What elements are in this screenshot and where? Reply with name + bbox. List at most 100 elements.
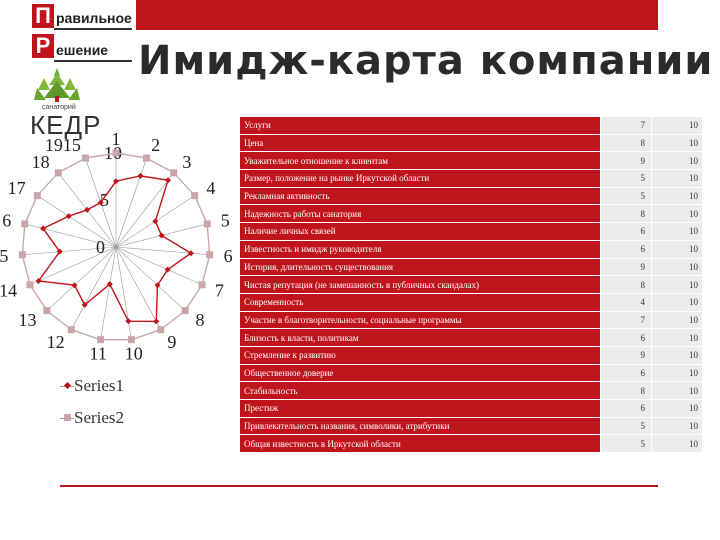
company-score: 8 — [600, 134, 652, 153]
bottom-divider — [60, 485, 658, 487]
radar-spoke — [24, 223, 117, 248]
criterion-name: Известность и имидж руководителя — [240, 240, 601, 259]
radar-spoke — [70, 246, 117, 330]
diamond-marker-icon — [64, 382, 71, 389]
kedr-logo: санаторий КЕДР — [28, 66, 100, 148]
company-score: 8 — [600, 204, 652, 224]
table-row: История, длительность существования 9 10 — [240, 258, 702, 277]
series-1-point — [71, 282, 78, 289]
table-row: Привлекательность названия, символики, а… — [240, 417, 702, 436]
radar-spoke — [115, 246, 186, 311]
criterion-name: Наличие личных связей — [240, 222, 601, 241]
axis-label: 18 — [32, 152, 50, 172]
company-score: 6 — [600, 364, 652, 383]
radar-spoke — [29, 246, 117, 286]
series-2-point — [43, 307, 51, 315]
radar-spoke — [46, 246, 117, 311]
company-score: 4 — [600, 293, 652, 312]
max-score: 10 — [651, 117, 702, 135]
series-1-point — [56, 248, 63, 255]
series-1-point — [84, 206, 91, 213]
radar-spoke — [22, 246, 117, 256]
kedr-name: КЕДР — [30, 110, 102, 140]
table-row: Известность и имидж руководителя 6 10 — [240, 240, 702, 259]
axis-label: 6 — [2, 210, 11, 230]
radar-spoke — [115, 246, 203, 286]
criterion-name: Современность — [240, 293, 601, 312]
axis-label: 3 — [182, 152, 191, 172]
radar-spoke — [115, 157, 147, 248]
company-score: 6 — [600, 399, 652, 418]
criterion-name: Участие в благотворительности, социальны… — [240, 311, 601, 330]
axis-label: 10 — [125, 344, 143, 360]
top-red-bar — [136, 0, 658, 30]
series-2-point — [170, 169, 178, 177]
series-2-point — [127, 336, 135, 344]
table-row: Общественное доверие 6 10 — [240, 364, 702, 383]
max-score: 10 — [651, 240, 702, 259]
axis-label: 7 — [215, 280, 224, 300]
legend-series2-label: Series2 — [74, 408, 125, 427]
radar-spoke — [37, 195, 117, 248]
series-2-point — [112, 149, 120, 157]
series-1-point — [154, 282, 161, 289]
max-score: 10 — [651, 151, 702, 171]
axis-label: 1 — [112, 129, 121, 149]
max-score: 10 — [651, 275, 702, 294]
axis-label: 14 — [0, 280, 17, 300]
pravilnoe-reshenie-logo: П равильное Р ешение — [30, 0, 134, 62]
max-score: 10 — [651, 434, 702, 454]
company-score: 5 — [600, 417, 652, 436]
series-2-point — [54, 169, 62, 177]
criterion-name: Привлекательность названия, символики, а… — [240, 417, 601, 436]
company-score: 5 — [600, 187, 652, 206]
criterion-name: Стабильность — [240, 381, 601, 400]
company-score: 7 — [600, 311, 652, 330]
series-1-point — [153, 318, 160, 325]
axis-label: 1915 — [45, 135, 81, 155]
max-score: 10 — [651, 293, 702, 312]
series-2-point — [67, 326, 75, 334]
criterion-name: Общая известность в Иркутской области — [240, 434, 601, 454]
series-2-point — [143, 154, 151, 162]
radar-spoke — [115, 246, 162, 330]
axis-label: 9 — [167, 332, 176, 352]
table-row: Уважительное отношение к клиентам 9 10 — [240, 151, 702, 171]
series-2-point — [203, 220, 211, 228]
radar-chart: 051012345678910111213145617181915 — [0, 129, 232, 360]
scale-label: 0 — [96, 237, 105, 257]
chart-legend: Series1 Series2 — [60, 376, 220, 436]
series-2-point — [33, 192, 41, 200]
series-2-point — [97, 336, 105, 344]
criterion-name: История, длительность существования — [240, 258, 601, 277]
max-score: 10 — [651, 134, 702, 153]
logo-letter-p: П — [32, 4, 54, 28]
series-1-point — [125, 318, 132, 325]
company-score: 6 — [600, 240, 652, 259]
table-row: Общая известность в Иркутской области 5 10 — [240, 434, 702, 454]
max-score: 10 — [651, 258, 702, 277]
criterion-name: Стремление к развитию — [240, 346, 601, 365]
series-2-point — [157, 326, 165, 334]
radar-spoke — [115, 172, 174, 248]
criterion-name: Рекламная активность — [240, 187, 601, 206]
axis-label: 17 — [8, 178, 26, 198]
series-1-point — [164, 177, 171, 184]
axis-label: 8 — [195, 310, 204, 330]
series-1-point — [113, 178, 119, 185]
page-title: Имидж-карта компании — [138, 38, 714, 84]
series-2-point — [26, 281, 34, 289]
max-score: 10 — [651, 381, 702, 400]
max-score: 10 — [651, 399, 702, 418]
max-score: 10 — [651, 346, 702, 365]
series-1-point — [65, 213, 72, 220]
logo-word-1: равильное — [56, 10, 132, 26]
criterion-name: Близость к власти, политикам — [240, 328, 601, 347]
company-score: 6 — [600, 222, 652, 241]
axis-label: 13 — [19, 310, 37, 330]
criterion-name: Надежность работы санатория — [240, 204, 601, 224]
pine-tree-icon — [34, 68, 80, 102]
max-score: 10 — [651, 187, 702, 206]
table-row: Престиж 6 10 — [240, 399, 702, 418]
series-2-point — [81, 154, 89, 162]
